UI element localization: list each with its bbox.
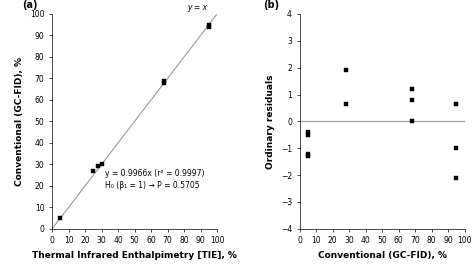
Point xyxy=(453,175,460,180)
Point xyxy=(161,80,168,85)
X-axis label: Thermal Infrared Enthalpimetry [TIE], %: Thermal Infrared Enthalpimetry [TIE], % xyxy=(32,251,237,260)
X-axis label: Conventional (GC-FID), %: Conventional (GC-FID), % xyxy=(318,251,447,260)
Point xyxy=(304,154,311,158)
Point xyxy=(56,216,64,220)
Point xyxy=(342,102,349,106)
Text: y = 0.9966x (r² = 0.9997)
H₀ (β₁ = 1) → P = 0.5705: y = 0.9966x (r² = 0.9997) H₀ (β₁ = 1) → … xyxy=(105,169,204,190)
Text: (b): (b) xyxy=(263,0,279,10)
Point xyxy=(205,25,213,29)
Point xyxy=(304,151,311,156)
Y-axis label: Ordinary residuals: Ordinary residuals xyxy=(266,74,275,169)
Point xyxy=(90,169,97,173)
Text: y = x: y = x xyxy=(187,3,207,12)
Point xyxy=(98,162,105,167)
Point xyxy=(408,87,416,92)
Point xyxy=(408,119,416,124)
Point xyxy=(205,22,213,27)
Point xyxy=(408,98,416,102)
Point xyxy=(342,68,349,73)
Point xyxy=(453,146,460,150)
Point xyxy=(453,102,460,106)
Point xyxy=(304,133,311,137)
Point xyxy=(94,164,102,169)
Point xyxy=(304,130,311,134)
Point xyxy=(161,78,168,83)
Y-axis label: Conventional (GC-FID), %: Conventional (GC-FID), % xyxy=(16,57,25,186)
Text: (a): (a) xyxy=(22,0,38,10)
